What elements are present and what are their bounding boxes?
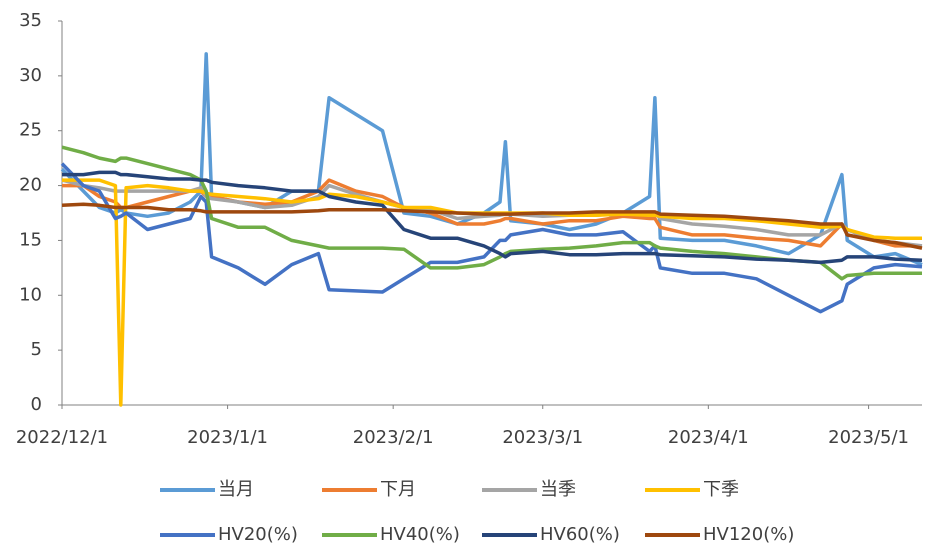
- legend-label: 下月: [380, 479, 416, 500]
- series-line: [61, 202, 923, 250]
- x-tick-label: 2023/5/1: [828, 427, 909, 448]
- series-line: [61, 178, 923, 248]
- y-tick-label: 35: [19, 10, 42, 31]
- x-tick-label: 2023/2/1: [353, 427, 434, 448]
- legend-label: 当季: [540, 479, 576, 500]
- legend-label: HV20(%): [218, 524, 298, 545]
- y-tick-label: 0: [31, 394, 42, 415]
- y-tick-label: 15: [19, 229, 42, 250]
- series-line: [62, 178, 922, 248]
- legend-label: HV60(%): [540, 524, 620, 545]
- x-tick-label: 2023/1/1: [187, 427, 268, 448]
- y-tick-label: 30: [19, 65, 42, 86]
- legend-label: 下季: [703, 479, 739, 500]
- legend-label: 当月: [218, 479, 254, 500]
- legend-label: HV40(%): [380, 524, 460, 545]
- y-tick-label: 10: [19, 284, 42, 305]
- series-line: [60, 52, 923, 267]
- y-tick-label: 20: [19, 175, 42, 196]
- series-line: [60, 162, 923, 314]
- y-tick-label: 5: [31, 339, 42, 360]
- series-line: [62, 170, 923, 265]
- y-tick-label: 25: [19, 120, 42, 141]
- legend-label: HV120(%): [703, 524, 794, 545]
- x-tick-label: 2023/3/1: [502, 427, 583, 448]
- x-tick-label: 2022/12/1: [16, 427, 108, 448]
- series-line: [61, 145, 922, 281]
- x-tick-label: 2023/4/1: [668, 427, 749, 448]
